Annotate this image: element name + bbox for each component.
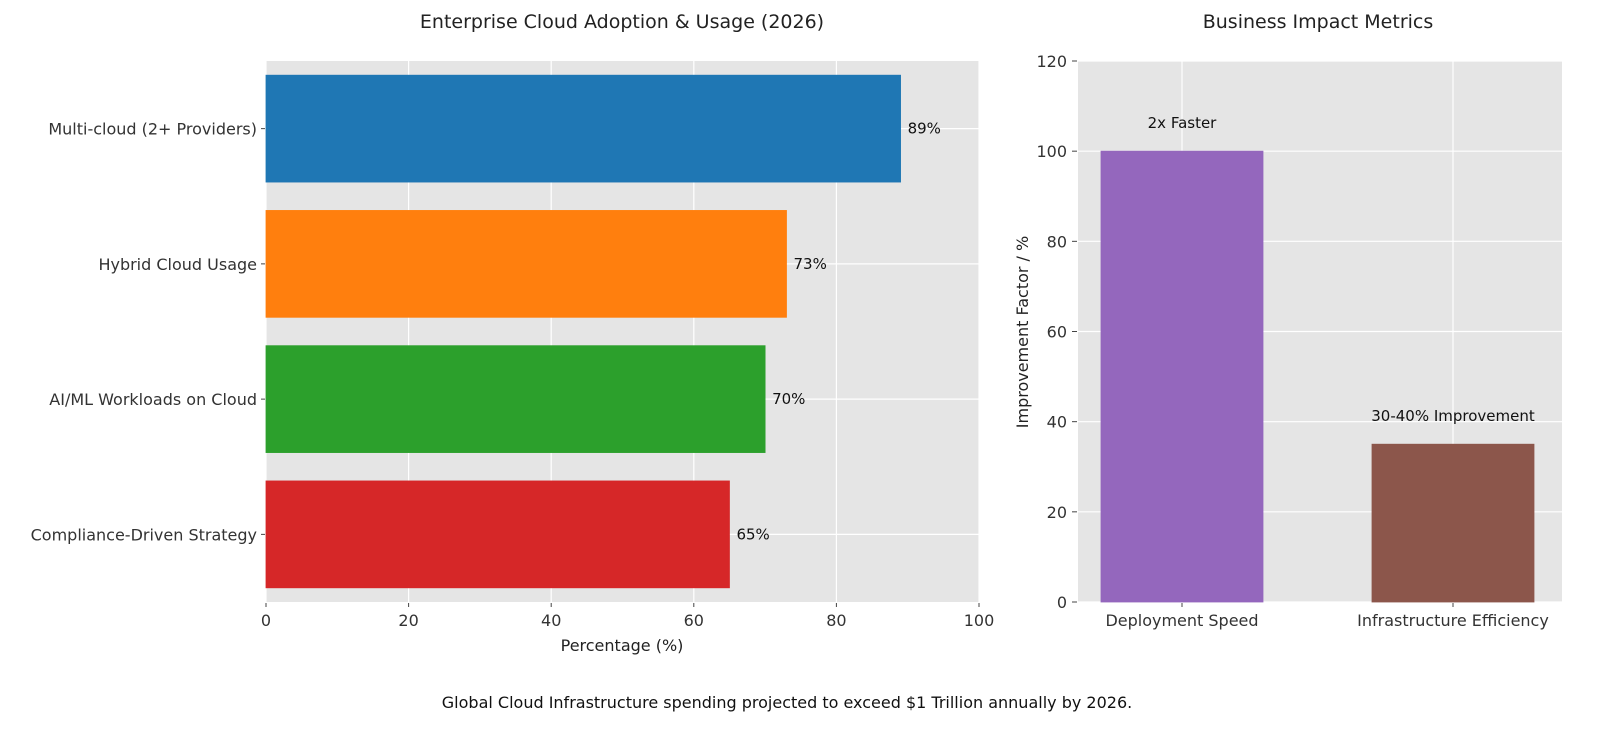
adoption-chart: Enterprise Cloud Adoption & Usage (2026)… bbox=[31, 11, 995, 655]
y-tick-label: 0 bbox=[1057, 593, 1067, 612]
adoption-chart-title: Enterprise Cloud Adoption & Usage (2026) bbox=[420, 11, 824, 33]
x-tick-label: 80 bbox=[826, 611, 846, 630]
impact-chart-title: Business Impact Metrics bbox=[1203, 11, 1434, 33]
category-label: Multi-cloud (2+ Providers) bbox=[48, 120, 257, 139]
bar-compliance-driven-strategy bbox=[265, 480, 730, 589]
y-tick-label: 80 bbox=[1047, 232, 1067, 251]
bar-annotation-label: 2x Faster bbox=[1148, 114, 1218, 132]
adoption-category-labels: Multi-cloud (2+ Providers) Hybrid Cloud U… bbox=[31, 120, 265, 544]
adoption-bars: 89% 73% 70% 65% bbox=[265, 74, 941, 589]
bar-value-label: 70% bbox=[772, 390, 805, 408]
bar-value-label: 65% bbox=[736, 525, 769, 543]
figure-caption: Global Cloud Infrastructure spending pro… bbox=[442, 693, 1132, 712]
impact-y-ticks: 0 20 40 60 80 100 120 bbox=[1036, 52, 1077, 612]
bar-infrastructure-efficiency bbox=[1371, 443, 1535, 603]
impact-y-axis-label: Improvement Factor / % bbox=[1013, 236, 1032, 428]
category-label: Hybrid Cloud Usage bbox=[98, 255, 257, 274]
y-tick-label: 60 bbox=[1047, 323, 1067, 342]
bar-ai-ml-workloads-on-cloud bbox=[265, 345, 766, 453]
category-label: Deployment Speed bbox=[1105, 611, 1258, 630]
impact-category-labels: Deployment Speed Infrastructure Efficienc… bbox=[1105, 603, 1549, 630]
x-tick-label: 0 bbox=[261, 611, 271, 630]
y-tick-label: 40 bbox=[1047, 413, 1067, 432]
bar-deployment-speed bbox=[1100, 150, 1264, 603]
impact-bars: 2x Faster 30-40% Improvement bbox=[1100, 114, 1535, 603]
bar-value-label: 73% bbox=[793, 255, 826, 273]
x-tick-label: 40 bbox=[541, 611, 561, 630]
category-label: AI/ML Workloads on Cloud bbox=[49, 390, 257, 409]
y-tick-label: 100 bbox=[1036, 142, 1067, 161]
category-label: Compliance-Driven Strategy bbox=[31, 525, 257, 544]
x-tick-label: 20 bbox=[398, 611, 418, 630]
adoption-x-axis-label: Percentage (%) bbox=[561, 636, 684, 655]
y-tick-label: 120 bbox=[1036, 52, 1067, 71]
bar-hybrid-cloud-usage bbox=[265, 210, 787, 318]
adoption-x-ticks: 0 20 40 60 80 100 bbox=[261, 603, 994, 630]
y-tick-label: 20 bbox=[1047, 503, 1067, 522]
x-tick-label: 100 bbox=[964, 611, 995, 630]
bar-multi-cloud-2-providers bbox=[265, 74, 901, 183]
bar-annotation-label: 30-40% Improvement bbox=[1371, 407, 1535, 425]
impact-chart: Business Impact Metrics 2x Faster 30-40% … bbox=[1013, 11, 1562, 630]
bar-value-label: 89% bbox=[908, 120, 941, 138]
category-label: Infrastructure Efficiency bbox=[1357, 611, 1549, 630]
x-tick-label: 60 bbox=[684, 611, 704, 630]
